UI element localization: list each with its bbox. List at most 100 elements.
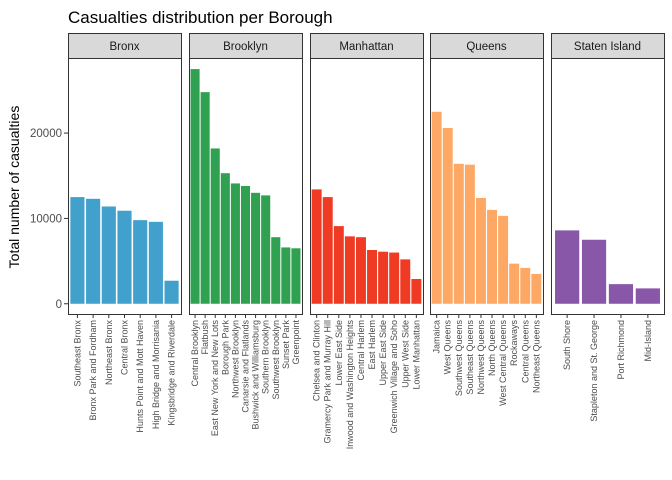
x-tick-label: Canarsie and Flatlands	[241, 320, 251, 413]
x-tick-label: Borough Park	[220, 320, 230, 376]
bar	[230, 183, 240, 304]
facet-bronx: Bronx Southeast Bronx Bronx Park and Fordh…	[68, 33, 182, 433]
bar	[281, 247, 291, 304]
bar	[117, 210, 132, 304]
facet-strip	[551, 33, 665, 59]
facet-strip-label: Staten Island	[574, 41, 641, 53]
x-tick-label: Lower East Side	[334, 320, 344, 386]
bar	[355, 237, 366, 304]
facet-strip-label: Queens	[466, 41, 507, 53]
bar	[251, 192, 261, 304]
x-tick-label: Central Brooklyn	[190, 320, 200, 387]
bar	[487, 209, 498, 304]
x-tick-label: Flatbush	[200, 320, 210, 355]
facet-panels: Bronx Southeast Bronx Bronx Park and Fordh…	[68, 33, 665, 450]
bar	[101, 206, 116, 304]
bar	[344, 236, 355, 304]
bar	[431, 111, 442, 304]
x-tick-label: Sunset Park	[281, 320, 291, 370]
facet-staten-island: Staten Island South Shore Stapleton and St…	[551, 33, 665, 422]
x-tick-label: Upper East Side	[378, 320, 388, 386]
facet-strip	[68, 33, 182, 59]
y-tick-label: 10000	[30, 213, 62, 225]
bar	[509, 263, 520, 304]
bar	[311, 189, 322, 304]
bar	[291, 248, 301, 304]
x-tick-label: Northeast Bronx	[104, 320, 114, 386]
x-tick-label: Northwest Brooklyn	[230, 320, 240, 398]
x-tick-label: Southeast Queens	[465, 320, 475, 395]
bar	[240, 186, 251, 304]
y-tick-label: 20000	[30, 128, 62, 140]
bar	[200, 92, 210, 304]
bar	[400, 259, 411, 304]
bar	[220, 173, 230, 304]
x-tick-label: Upper West Side	[400, 320, 410, 388]
facet-strip	[310, 33, 424, 59]
y-tick-label: 0	[56, 299, 62, 311]
bar	[635, 288, 660, 304]
x-tick-label: Northeast Queens	[531, 320, 541, 394]
bar	[261, 195, 271, 304]
x-tick-label: Central Harlem	[356, 320, 366, 381]
x-tick-label: Hunts Point and Mott Haven	[135, 320, 145, 433]
facet-queens: Queens Jamaica West Queens Southwest Queens…	[430, 33, 544, 406]
x-tick-label: Greenwich Village and Soho	[389, 320, 399, 433]
facet-strip-label: Bronx	[109, 41, 139, 53]
x-tick-label: Rockaways	[509, 320, 519, 367]
facet-manhattan: Manhattan Chelsea and Clinton Gramercy Par…	[310, 33, 424, 450]
bar	[148, 221, 163, 304]
bar	[190, 69, 200, 304]
y-axis: 0 10000 20000	[30, 128, 68, 311]
x-tick-label: Kingsbridge and Riverdale	[167, 320, 177, 426]
x-tick-label: Southern Brooklyn	[261, 320, 271, 394]
facet-brooklyn: Brooklyn Central Brooklyn Flatbush East New…	[189, 33, 303, 437]
bar	[475, 197, 486, 304]
bar	[555, 230, 580, 304]
bar	[389, 252, 400, 304]
x-tick-label: Bushwick and Williamsburg	[251, 320, 261, 430]
bar	[164, 280, 179, 304]
bar	[581, 239, 607, 304]
x-tick-label: East Harlem	[367, 320, 377, 370]
x-tick-label: High Bridge and Morrisania	[151, 320, 161, 429]
x-tick-label: Inwood and Washington Heights	[345, 320, 355, 450]
x-tick-label: Chelsea and Clinton	[312, 320, 322, 401]
bar	[333, 226, 344, 304]
bar	[210, 148, 220, 304]
facet-strip-label: Brooklyn	[223, 41, 268, 53]
y-axis-title: Total number of casualties	[6, 106, 22, 269]
x-tick-label: South Shore	[562, 320, 572, 370]
facet-strip	[430, 33, 544, 59]
bar	[464, 164, 475, 304]
x-tick-label: West Queens	[443, 320, 453, 375]
x-tick-label: North Queens	[487, 320, 497, 377]
x-tick-label: Bronx Park and Fordham	[88, 320, 98, 421]
x-tick-label: Mid-Island	[643, 320, 653, 362]
bar	[520, 267, 531, 304]
x-tick-label: Jamaica	[432, 320, 442, 354]
x-tick-label: Southwest Queens	[454, 320, 464, 397]
x-tick-label: Port Richmond	[616, 320, 626, 380]
x-tick-label: Northwest Queens	[476, 320, 486, 395]
bar	[378, 251, 389, 304]
bar	[608, 284, 634, 304]
x-tick-label: Southwest Brooklyn	[271, 320, 281, 400]
bar	[70, 197, 85, 304]
x-tick-label: Central Queens	[520, 320, 530, 384]
bar	[133, 220, 148, 304]
x-tick-label: East New York and New Lots	[210, 320, 220, 437]
bar	[498, 215, 509, 304]
bar	[322, 197, 333, 304]
facet-strip-label: Manhattan	[339, 41, 393, 53]
x-tick-label: West Central Queens	[498, 320, 508, 406]
x-tick-label: Stapleton and St. George	[589, 320, 599, 422]
x-tick-label: Lower Manhattan	[411, 320, 421, 390]
x-tick-label: Southeast Bronx	[72, 320, 82, 387]
bar	[86, 198, 101, 304]
x-tick-label: Central Bronx	[120, 320, 130, 376]
chart-title: Casualties distribution per Borough	[68, 8, 333, 27]
bar	[453, 163, 464, 304]
bar	[367, 250, 378, 304]
